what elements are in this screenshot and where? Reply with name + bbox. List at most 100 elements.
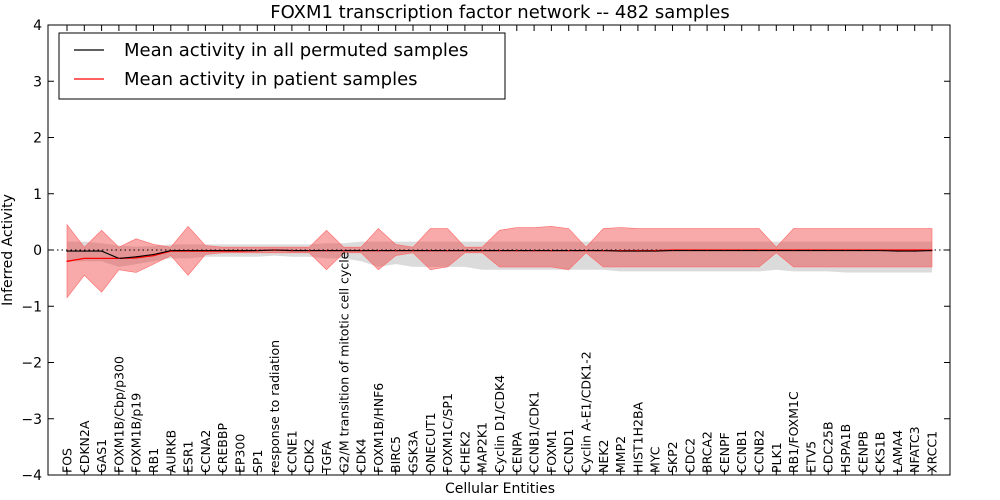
data-point-patient	[793, 249, 795, 251]
y-tick-label: 1	[33, 187, 42, 203]
x-tick-label: ETV5	[803, 441, 818, 473]
data-point-patient	[914, 249, 916, 251]
y-tick-label: 4	[33, 18, 42, 34]
x-tick-label: SKP2	[665, 441, 680, 473]
data-point-patient	[741, 249, 743, 251]
x-tick-label: FOXM1	[544, 429, 559, 473]
data-point-patient	[550, 249, 553, 252]
data-point-patient	[516, 249, 518, 252]
data-point-patient	[239, 250, 241, 252]
data-point-patient	[395, 249, 397, 252]
x-tick-label: HIST1H2BA	[630, 401, 645, 473]
band-permuted	[67, 241, 932, 273]
x-tick-label: CDK2	[302, 438, 317, 473]
legend: Mean activity in all permuted samples Me…	[58, 32, 506, 100]
x-tick-label: CREBBP	[215, 423, 230, 473]
data-point-patient	[568, 249, 570, 252]
x-tick-label: Cyclin D1/CDK4	[492, 375, 507, 473]
x-tick-label: MMP2	[613, 436, 628, 473]
x-tick-label: CENPA	[509, 431, 524, 473]
x-tick-label: Cyclin A-E1/CDK1-2	[579, 351, 594, 473]
data-point-patient	[637, 249, 639, 252]
data-point-patient	[377, 249, 379, 252]
y-tick-label: 0	[33, 243, 42, 259]
legend-label-patient: Mean activity in patient samples	[124, 69, 418, 90]
y-tick-label: 2	[33, 131, 42, 147]
x-axis-label: Cellular Entities	[445, 481, 555, 497]
x-tick-label: GAS1	[94, 439, 109, 473]
legend-box	[58, 32, 506, 100]
x-tick-label: CKS1B	[873, 432, 888, 473]
x-tick-label: NFATC3	[907, 426, 922, 473]
data-point-patient	[135, 257, 137, 259]
x-tick-label: TGFA	[319, 441, 334, 474]
data-point-patient	[325, 249, 328, 252]
data-point-patient	[101, 257, 103, 260]
data-point-permuted	[83, 250, 85, 252]
data-point-patient	[585, 249, 587, 252]
data-point-patient	[620, 249, 622, 252]
x-tick-label: RB1	[146, 448, 161, 473]
data-point-patient	[723, 249, 726, 251]
data-point-patient	[775, 249, 777, 251]
data-point-permuted	[135, 256, 137, 258]
x-tick-label: CDK4	[354, 438, 369, 473]
data-point-patient	[256, 249, 258, 252]
band-patient	[66, 223, 933, 299]
data-point-patient	[360, 249, 362, 252]
data-point-patient	[498, 249, 501, 252]
data-point-patient	[862, 249, 864, 251]
data-point-patient	[654, 249, 656, 252]
data-point-patient	[464, 249, 466, 252]
x-tick-label: G2/M transition of mitotic cell cycle	[336, 251, 351, 473]
data-point-patient	[222, 250, 224, 252]
x-tick-label: CENPF	[717, 432, 732, 473]
y-axis-label: Inferred Activity	[0, 194, 16, 306]
x-tick-label: ONECUT1	[423, 412, 438, 473]
data-point-permuted	[914, 250, 916, 252]
x-tick-label: FOS	[60, 448, 75, 473]
x-tick-label: CCNB2	[752, 430, 767, 473]
x-tick-label: BIRC5	[388, 436, 403, 473]
data-point-patient	[343, 249, 345, 252]
chart-title: FOXM1 transcription factor network -- 48…	[270, 2, 730, 23]
data-point-patient	[706, 249, 708, 251]
x-tick-label: CDC25B	[821, 421, 836, 473]
x-tick-label: EP300	[233, 434, 248, 473]
data-point-patient	[187, 250, 189, 252]
x-tick-label: ESR1	[181, 441, 196, 473]
x-tick-label: GSK3A	[406, 430, 421, 473]
x-tick-label: MYC	[648, 446, 663, 473]
x-tick-label: response to radiation	[267, 340, 282, 473]
x-tick-label: CENPB	[855, 431, 870, 473]
y-tick-label: −1	[21, 299, 42, 315]
x-tick-label: HSPA1B	[838, 424, 853, 473]
x-tick-label: BRCA2	[700, 431, 715, 473]
data-point-patient	[152, 255, 155, 257]
data-point-patient	[447, 249, 449, 252]
x-tick-label: PLK1	[769, 442, 784, 473]
x-tick-label: SP1	[250, 450, 265, 473]
x-tick-label: XRCC1	[925, 431, 940, 473]
x-tick-label: AURKB	[163, 430, 178, 473]
x-tick-label: FOXM1B/HNF6	[371, 383, 386, 473]
data-point-patient	[429, 249, 431, 252]
data-point-patient	[274, 249, 276, 251]
x-tick-label: FOXM1B/Cbp/p300	[111, 356, 126, 473]
data-point-patient	[758, 249, 760, 251]
data-point-permuted	[101, 250, 103, 252]
legend-label-permuted: Mean activity in all permuted samples	[124, 40, 468, 61]
plot-area: −4 −3 −2 −1 0 1 2 3 4 FOS CDKN2A GAS1 FOXM1B/Cbp/p30…	[21, 18, 951, 484]
x-tick-label: CDKN2A	[77, 420, 92, 473]
data-point-patient	[83, 257, 85, 260]
data-point-patient	[481, 249, 483, 252]
data-point-patient	[291, 249, 293, 252]
data-point-patient	[412, 249, 414, 252]
x-tick-label: CCNB1/CDK1	[527, 391, 542, 473]
data-point-patient	[689, 249, 691, 251]
data-point-patient	[931, 249, 933, 251]
data-point-patient	[602, 249, 604, 252]
x-tick-label: NEK2	[596, 440, 611, 473]
x-tick-label: CCNE1	[284, 430, 299, 473]
